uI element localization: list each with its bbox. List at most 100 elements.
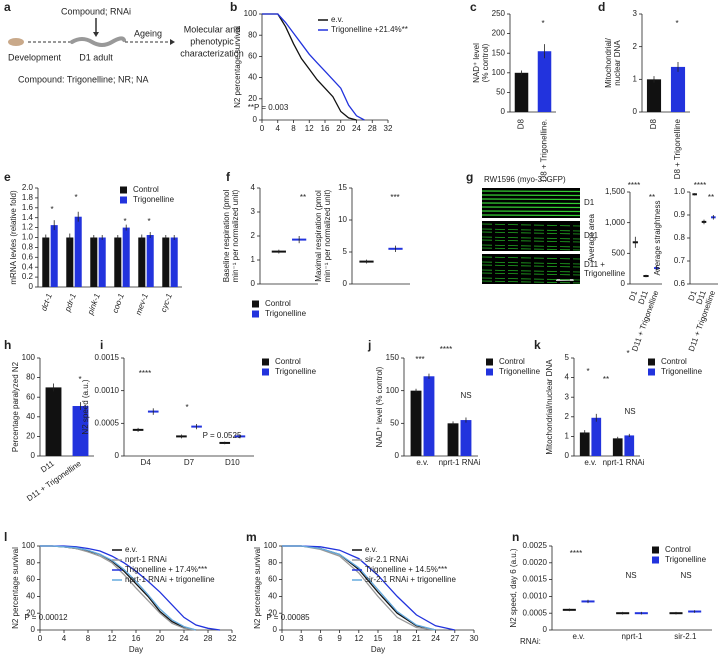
y-tick-label: 2 bbox=[251, 231, 256, 240]
x-tick-label: 6 bbox=[318, 634, 323, 643]
y-tick-label: 5 bbox=[565, 353, 570, 362]
y-tick-label: 80 bbox=[248, 30, 257, 39]
x-tick-label: e.v. bbox=[573, 632, 585, 641]
x-tick-label: 12 bbox=[305, 124, 314, 133]
bar bbox=[612, 438, 623, 456]
muscle-fibre bbox=[481, 236, 581, 240]
bar bbox=[170, 237, 178, 287]
legend-label: Control bbox=[661, 357, 687, 366]
legend-swatch bbox=[120, 196, 127, 204]
y-tick-label: 100 bbox=[386, 386, 400, 395]
legend-label: Trigonelline bbox=[665, 555, 707, 564]
y-tick-label: 0 bbox=[565, 451, 570, 460]
y-tick-label: 0 bbox=[31, 625, 36, 634]
y-tick-label: 15 bbox=[338, 183, 347, 192]
annotation: P = 0.00012 bbox=[24, 613, 68, 622]
x-tick-label: D4 bbox=[141, 458, 152, 467]
y-axis-label: NAD⁺ level bbox=[472, 43, 481, 83]
micrograph-title: RW1596 (myo-3::GFP) bbox=[484, 175, 566, 184]
panel-label: c bbox=[470, 0, 477, 14]
x-tick-label: cyc-1 bbox=[159, 292, 174, 313]
annotation: * bbox=[147, 217, 150, 226]
y-tick-label: 0.0010 bbox=[95, 386, 120, 395]
legend-swatch bbox=[648, 368, 655, 376]
y-tick-label: 50 bbox=[390, 418, 399, 427]
annotation: P = 0.00085 bbox=[266, 613, 310, 622]
panel-label: k bbox=[534, 338, 541, 352]
y-tick-label: 0.0010 bbox=[523, 592, 548, 601]
survival-line bbox=[40, 545, 221, 631]
y-axis-label: nuclear DNA bbox=[613, 40, 622, 86]
bar bbox=[162, 237, 170, 287]
y-tick-label: 60 bbox=[248, 52, 257, 61]
image-label: D11 bbox=[584, 231, 599, 240]
diagram-text: Molecular and bbox=[184, 24, 241, 34]
diagram-text: Compound: Trigonelline; NR; NA bbox=[18, 74, 149, 84]
legend-label: Control bbox=[499, 357, 525, 366]
y-tick-label: 3 bbox=[633, 9, 638, 18]
y-tick-label: 200 bbox=[492, 29, 506, 38]
x-tick-label: 27 bbox=[450, 634, 459, 643]
bar bbox=[579, 432, 590, 456]
bar bbox=[98, 237, 106, 287]
legend-label: e.v. bbox=[365, 545, 377, 554]
x-tick-label: 9 bbox=[337, 634, 342, 643]
survival-line bbox=[40, 545, 197, 631]
muscle-fibre bbox=[481, 247, 581, 251]
y-tick-label: 40 bbox=[268, 592, 277, 601]
annotation: **** bbox=[694, 181, 706, 190]
panel-label: e bbox=[4, 170, 11, 184]
annotation: NS bbox=[680, 571, 691, 580]
y-tick-label: 0 bbox=[395, 451, 400, 460]
y-tick-label: 80 bbox=[26, 558, 35, 567]
annotation: * bbox=[185, 403, 188, 412]
legend-label: Trigonelline bbox=[275, 367, 317, 376]
y-tick-label: 1,000 bbox=[605, 218, 626, 227]
y-tick-label: 1 bbox=[565, 432, 570, 441]
y-tick-label: 0 bbox=[621, 279, 626, 288]
muscle-fibre bbox=[481, 206, 581, 209]
y-axis-label: N2 speed, day 6 (a.u.) bbox=[509, 548, 518, 627]
muscle-fibre bbox=[481, 264, 581, 268]
legend-label: Control bbox=[133, 185, 159, 194]
diagram-text: D1 adult bbox=[79, 52, 113, 62]
x-axis-label: Day bbox=[371, 645, 385, 654]
bar bbox=[591, 417, 602, 456]
panel-label: f bbox=[226, 170, 231, 184]
x-tick-label: nprt-1 bbox=[622, 632, 643, 641]
y-tick-label: 1.0 bbox=[22, 233, 34, 242]
panel-label: l bbox=[4, 530, 7, 544]
legend-label: sir-2.1 RNAi + trigonelline bbox=[365, 575, 456, 584]
x-axis-label: Day bbox=[129, 645, 143, 654]
legend-label: Trigonelline bbox=[265, 309, 307, 318]
legend-swatch bbox=[652, 556, 659, 564]
annotation: *** bbox=[415, 355, 424, 364]
annotation: **** bbox=[440, 345, 452, 354]
y-axis-label: N2 speed (a.u.) bbox=[81, 379, 90, 434]
y-axis-label: Average straightness bbox=[653, 200, 662, 275]
x-tick-label: 21 bbox=[412, 634, 421, 643]
y-tick-label: 0 bbox=[501, 107, 506, 116]
y-tick-label: 1.2 bbox=[22, 223, 34, 232]
diagram-text: Ageing bbox=[134, 28, 162, 38]
x-tick-label: 16 bbox=[132, 634, 141, 643]
y-tick-label: 20 bbox=[26, 608, 35, 617]
x-tick-label: 8 bbox=[291, 124, 296, 133]
legend-label: sir-2.1 RNAi bbox=[365, 555, 408, 564]
muscle-fibre bbox=[481, 194, 581, 197]
x-tick-label: D11 bbox=[39, 459, 56, 475]
y-tick-label: 0.0025 bbox=[523, 541, 548, 550]
y-tick-label: 0.4 bbox=[22, 262, 34, 271]
y-tick-label: 40 bbox=[248, 73, 257, 82]
y-axis-label: Mitochondrial/nuclear DNA bbox=[545, 359, 554, 455]
y-tick-label: 40 bbox=[26, 592, 35, 601]
panel-label: g bbox=[466, 170, 473, 184]
y-tick-label: 0.9 bbox=[674, 210, 686, 219]
y-tick-label: 100 bbox=[492, 68, 506, 77]
y-tick-label: 0.0020 bbox=[523, 558, 548, 567]
y-axis-label: mRNA levles (relative fold) bbox=[9, 190, 18, 285]
y-tick-label: 150 bbox=[492, 48, 506, 57]
x-tick-label: 32 bbox=[384, 124, 393, 133]
muscle-fibre bbox=[481, 228, 581, 232]
legend-label: nprt-1 RNAi + trigonelline bbox=[125, 575, 215, 584]
